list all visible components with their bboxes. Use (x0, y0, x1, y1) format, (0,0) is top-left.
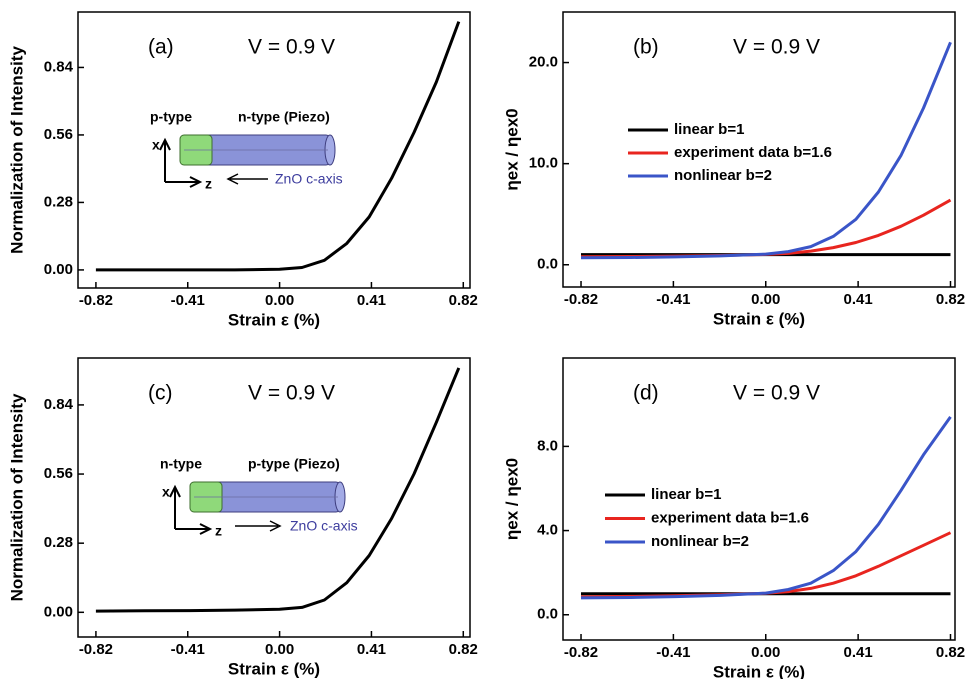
x-tick-label: -0.41 (171, 292, 205, 309)
y-tick-label: 0.0 (537, 606, 558, 623)
inset: p-type n-type (Piezo) x z ZnO c-axis (150, 109, 343, 192)
x-tick-label: -0.82 (79, 641, 113, 658)
y-tick-label: 4.0 (537, 522, 558, 539)
x-tick-label: -0.82 (564, 644, 598, 661)
y-tick-label: 0.0 (537, 256, 558, 273)
panel-label: (d) (633, 382, 659, 405)
legend-label: nonlinear b=2 (674, 167, 772, 184)
inset-label: p-type (150, 109, 192, 125)
data-line (95, 367, 461, 613)
x-tick-label: -0.41 (171, 641, 205, 658)
condition-label: V = 0.9 V (733, 382, 820, 405)
x-tick-label: -0.82 (79, 292, 113, 309)
inset-axis: z (215, 523, 222, 539)
inset-label: n-type (Piezo) (238, 109, 330, 125)
y-tick-label: 0.56 (44, 126, 73, 143)
condition-label: V = 0.9 V (733, 36, 820, 59)
panel-label: (b) (633, 36, 659, 59)
y-tick-label: 8.0 (537, 437, 558, 454)
plot-frame (562, 11, 956, 288)
x-tick-label: -0.82 (564, 291, 598, 308)
plot-frame (77, 357, 471, 638)
y-axis-label: ηex / ηex0 (502, 108, 521, 190)
y-tick-label: 10.0 (529, 155, 558, 172)
panel-label: (a) (148, 36, 174, 59)
inset-label: p-type (Piezo) (248, 456, 340, 472)
x-tick-label: 0.41 (357, 292, 386, 309)
coord-axes (159, 137, 203, 188)
x-tick-label: 0.82 (936, 644, 965, 661)
x-axis-label: Strain ε (%) (713, 309, 805, 328)
plot-frame (562, 357, 956, 641)
x-tick-label: 0.82 (449, 641, 478, 658)
y-tick-label: 0.84 (44, 58, 74, 75)
x-axis-label: Strain ε (%) (228, 659, 320, 678)
y-axis-label: Normalization of Intensity (7, 393, 26, 601)
y-tick-label: 0.28 (44, 193, 73, 210)
condition-label: V = 0.9 V (248, 36, 335, 59)
x-tick-label: 0.41 (357, 641, 386, 658)
legend-label: experiment data b=1.6 (651, 509, 809, 526)
y-tick-label: 20.0 (529, 54, 558, 71)
y-tick-label: 0.28 (44, 534, 73, 551)
legend-label: linear b=1 (651, 486, 721, 503)
legend-label: experiment data b=1.6 (674, 144, 832, 161)
series-line (580, 41, 952, 260)
coord-axes (169, 484, 213, 535)
x-tick-label: 0.41 (844, 291, 873, 308)
legend-label: nonlinear b=2 (651, 533, 749, 550)
x-tick-label: 0.00 (751, 291, 780, 308)
c-axis-arrow (235, 520, 282, 532)
series-line (580, 198, 952, 259)
x-tick-label: 0.00 (265, 292, 294, 309)
x-tick-label: 0.82 (936, 291, 965, 308)
c-axis-label: ZnO c-axis (290, 518, 358, 534)
inset-axis: x (162, 484, 170, 500)
y-axis-label: Normalization of Intensity (7, 46, 26, 254)
y-tick-label: 0.00 (44, 603, 73, 620)
x-tick-label: -0.41 (656, 291, 690, 308)
inset-label: n-type (160, 456, 202, 472)
plot-frame (77, 11, 471, 289)
y-tick-label: 0.84 (44, 396, 74, 413)
panel-label: (c) (148, 382, 173, 405)
x-tick-label: 0.00 (265, 641, 294, 658)
y-axis-label: ηex / ηex0 (502, 458, 521, 540)
y-tick-label: 0.00 (44, 261, 73, 278)
inset-axis: z (205, 176, 212, 192)
inset: n-type p-type (Piezo) x z ZnO c-axis (160, 456, 358, 539)
x-tick-label: 0.00 (751, 644, 780, 661)
x-tick-label: 0.82 (449, 292, 478, 309)
x-tick-label: -0.41 (656, 644, 690, 661)
legend-label: linear b=1 (674, 121, 744, 138)
x-axis-label: Strain ε (%) (713, 662, 805, 679)
series-line (580, 416, 952, 600)
inset-axis: x (152, 137, 160, 153)
x-axis-label: Strain ε (%) (228, 310, 320, 329)
x-tick-label: 0.41 (844, 644, 873, 661)
c-axis-label: ZnO c-axis (275, 171, 343, 187)
condition-label: V = 0.9 V (248, 382, 335, 405)
data-line (95, 21, 461, 272)
c-axis-arrow (226, 173, 268, 185)
y-tick-label: 0.56 (44, 465, 73, 482)
